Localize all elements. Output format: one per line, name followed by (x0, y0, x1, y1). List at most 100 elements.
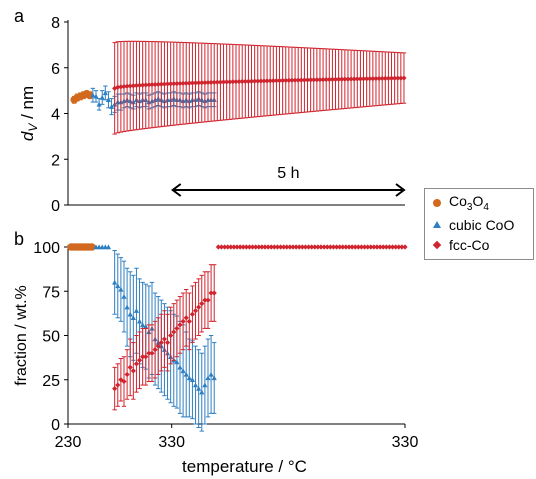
data-point-fcc (396, 244, 402, 250)
data-point-fcc (231, 244, 237, 250)
data-point-fcc (180, 80, 186, 86)
data-point-fcc (252, 78, 258, 84)
data-point-fcc (199, 80, 205, 86)
data-point-fcc (218, 244, 225, 250)
x-tick-label: 330 (392, 434, 419, 451)
data-point-fcc (112, 386, 118, 392)
x-tick-label: 330 (158, 434, 185, 451)
data-point-fcc (164, 81, 171, 87)
legend-label-co3o4: Co3O4 (449, 193, 489, 213)
data-point-fcc (308, 77, 314, 83)
y-tick-label: 4 (51, 107, 60, 124)
data-point-fcc (383, 244, 389, 250)
data-point-fcc (124, 371, 130, 378)
data-point-fcc (121, 378, 127, 385)
data-point-fcc (336, 76, 342, 82)
data-point-cubic (140, 322, 146, 328)
data-point-fcc (267, 78, 273, 84)
data-point-fcc (199, 301, 205, 307)
data-point-cubic (136, 318, 143, 324)
data-point-fcc (149, 82, 155, 88)
data-point-cubic (102, 90, 108, 96)
data-point-fcc (242, 78, 248, 85)
data-point-fcc (217, 79, 224, 85)
data-point-fcc (380, 244, 386, 250)
data-point-cubic (186, 375, 192, 381)
circle-icon (431, 197, 443, 209)
data-point-fcc (189, 311, 196, 317)
duration-label: 5 h (277, 165, 299, 182)
data-point-fcc (371, 244, 377, 250)
data-point-fcc (346, 244, 352, 250)
data-point-fcc (130, 368, 136, 374)
data-point-fcc (302, 244, 309, 250)
data-point-cubic (130, 315, 136, 320)
data-point-fcc (361, 244, 368, 250)
data-point-fcc (402, 244, 408, 250)
data-point-fcc (298, 77, 304, 83)
data-point-fcc (274, 244, 281, 250)
data-point-fcc (348, 76, 354, 82)
data-point-cubic (108, 104, 115, 109)
data-point-fcc (326, 76, 332, 83)
data-point-fcc (357, 76, 364, 82)
data-point-fcc (379, 75, 385, 82)
data-point-fcc (230, 79, 236, 85)
data-point-cubic (189, 377, 196, 382)
data-point-cubic (211, 375, 217, 381)
data-point-fcc (211, 79, 217, 85)
data-point-fcc (177, 322, 183, 328)
data-point-fcc (386, 244, 393, 250)
data-point-fcc (202, 79, 208, 86)
data-point-fcc (196, 304, 202, 310)
data-point-fcc (130, 83, 136, 89)
data-point-co3o4 (88, 243, 96, 251)
data-point-fcc (292, 77, 298, 83)
data-point-fcc (349, 244, 355, 250)
diamond-icon (431, 239, 443, 251)
legend-item-fcc-co: fcc-Co (431, 235, 489, 255)
data-point-fcc (264, 78, 270, 84)
data-point-fcc (284, 244, 290, 250)
data-point-fcc (253, 244, 259, 250)
data-point-fcc (281, 244, 287, 250)
data-point-fcc (270, 78, 276, 84)
y-tick-label: 0 (51, 198, 60, 215)
data-point-fcc (183, 315, 189, 321)
data-point-fcc (228, 244, 234, 250)
data-point-cubic (183, 371, 189, 377)
y-axis-label: fraction / wt.% (13, 285, 30, 385)
data-point-fcc (127, 83, 133, 89)
data-point-fcc (392, 75, 398, 81)
data-point-fcc (258, 78, 264, 84)
data-point-fcc (220, 79, 227, 85)
legend-label-fcc-co: fcc-Co (449, 237, 490, 253)
data-point-fcc (277, 244, 284, 250)
data-point-fcc (205, 297, 211, 303)
data-point-fcc (376, 75, 382, 82)
data-point-fcc (295, 77, 301, 83)
legend-label-cubic-coo: cubic CoO (449, 217, 515, 233)
data-point-fcc (337, 244, 343, 250)
data-point-fcc (305, 244, 312, 250)
data-point-fcc (312, 244, 318, 250)
data-point-fcc (255, 78, 261, 84)
data-point-fcc (290, 244, 296, 250)
data-point-cubic (202, 382, 208, 388)
panel-b: 0 25 50 75 100 b fraction / wt.% 230 330 330 tempe… (13, 229, 418, 476)
data-point-fcc (293, 244, 299, 250)
data-point-fcc (373, 75, 379, 82)
data-point-fcc (287, 244, 293, 250)
data-point-fcc (289, 77, 295, 83)
legend-item-co3o4: Co3O4 (431, 193, 489, 213)
data-point-fcc (377, 244, 383, 250)
data-point-fcc (233, 79, 239, 85)
y-tick-label: 0 (51, 417, 60, 434)
panel-label: a (14, 6, 25, 26)
data-point-fcc (304, 77, 311, 83)
data-point-fcc (205, 79, 211, 86)
data-point-fcc (152, 81, 158, 88)
x-tick-label: 230 (55, 434, 82, 451)
data-point-fcc (124, 83, 130, 89)
